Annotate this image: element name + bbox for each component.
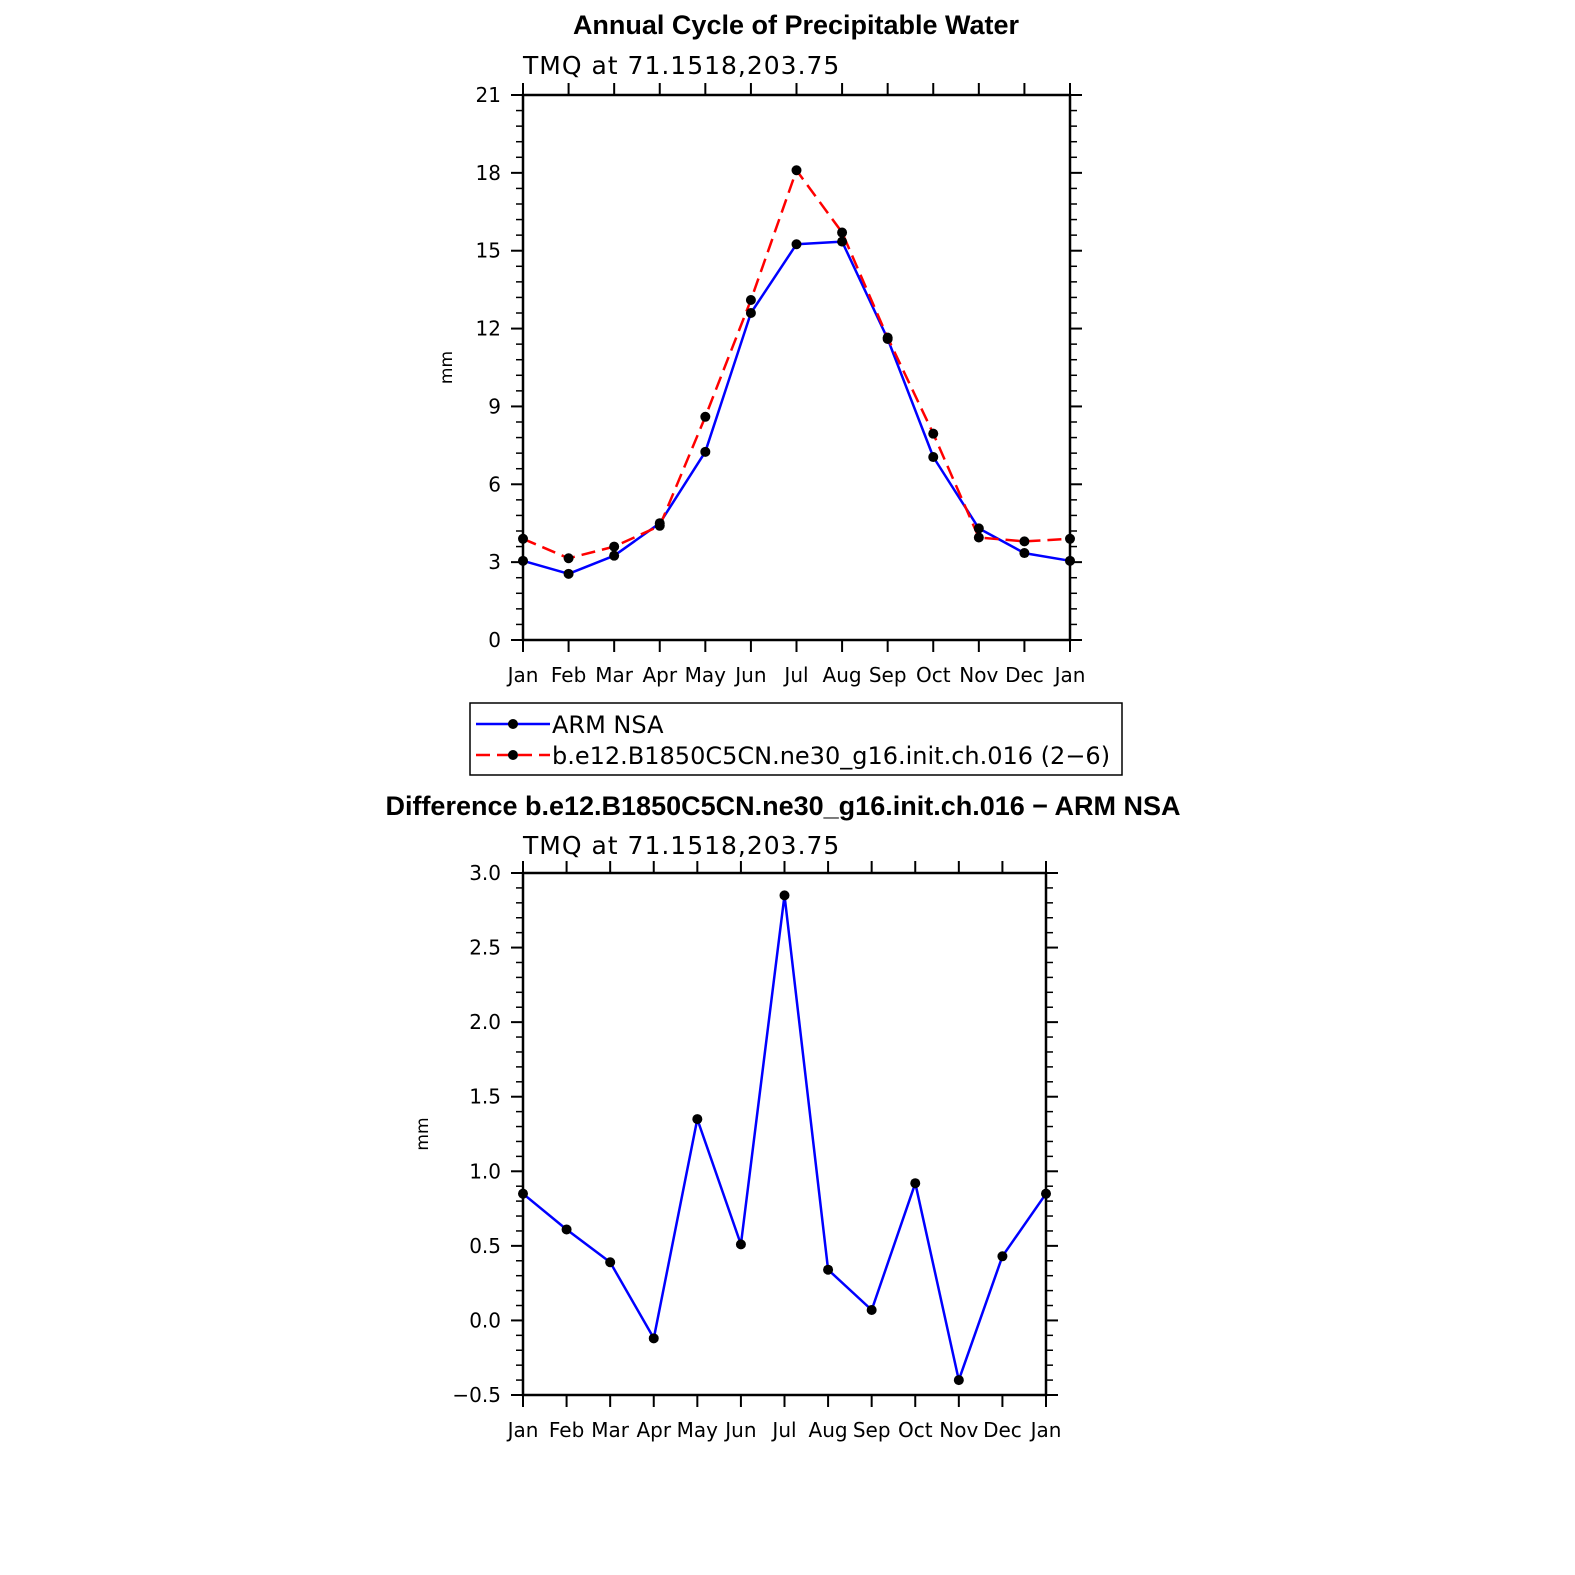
data-point — [1041, 1188, 1051, 1199]
data-point — [779, 890, 790, 901]
y-tick-label: 1.0 — [469, 1159, 501, 1183]
x-tick-label: Mar — [591, 1418, 630, 1442]
y-tick-label: 15 — [476, 239, 501, 263]
data-point — [605, 1257, 616, 1268]
data-point — [561, 1224, 572, 1235]
y-tick-label: 3 — [488, 550, 501, 574]
data-point — [563, 568, 574, 579]
x-tick-label: Jan — [506, 1418, 539, 1442]
data-point — [1065, 555, 1075, 566]
y-tick-label: 12 — [476, 317, 501, 341]
data-point — [997, 1251, 1008, 1262]
data-point — [910, 1178, 921, 1189]
legend-entry: b.e12.B1850C5CN.ne30_g16.init.ch.016 (2−… — [552, 742, 1110, 770]
x-tick-label: Dec — [983, 1418, 1022, 1442]
y-tick-label: 2.0 — [469, 1010, 501, 1034]
x-tick-label: Nov — [959, 663, 998, 687]
y-axis-label: mm — [413, 1117, 433, 1150]
data-point — [518, 533, 528, 544]
chart-title: Annual Cycle of Precipitable Water — [573, 10, 1020, 40]
legend-swatch-marker — [508, 719, 518, 729]
data-point — [1019, 536, 1030, 547]
chart-title: Difference b.e12.B1850C5CN.ne30_g16.init… — [385, 791, 1180, 821]
x-tick-label: Oct — [916, 663, 951, 687]
x-tick-label: Jul — [782, 663, 808, 687]
x-tick-label: Apr — [642, 663, 677, 687]
x-tick-label: Jun — [723, 1418, 756, 1442]
data-point — [866, 1304, 877, 1315]
y-tick-label: −0.5 — [452, 1383, 501, 1407]
legend-swatch-marker — [508, 750, 518, 760]
y-tick-label: 0.5 — [469, 1234, 501, 1258]
data-point — [837, 236, 848, 247]
x-tick-label: Mar — [595, 663, 634, 687]
x-tick-label: Feb — [551, 663, 586, 687]
legend-box — [469, 702, 1123, 776]
plot-frame — [521, 871, 1048, 1397]
y-tick-label: 1.5 — [469, 1085, 501, 1109]
data-point — [518, 1188, 528, 1199]
x-tick-label: May — [677, 1418, 719, 1442]
x-tick-label: May — [685, 663, 727, 687]
data-point — [928, 452, 939, 463]
data-point — [837, 227, 848, 238]
chart-subtitle: TMQ at 71.1518,203.75 — [522, 831, 840, 860]
data-point — [791, 239, 802, 250]
x-tick-label: Feb — [549, 1418, 584, 1442]
x-tick-label: Aug — [809, 1418, 848, 1442]
x-tick-label: Apr — [636, 1418, 671, 1442]
x-tick-label: Aug — [823, 663, 862, 687]
data-point — [700, 446, 711, 457]
x-tick-label: Sep — [869, 663, 907, 687]
data-point — [654, 520, 665, 531]
data-point — [928, 428, 939, 439]
y-tick-label: 2.5 — [469, 936, 501, 960]
data-point — [735, 1239, 746, 1250]
data-point — [563, 553, 574, 564]
x-tick-label: Oct — [898, 1418, 933, 1442]
y-tick-label: 21 — [476, 83, 501, 107]
data-point — [745, 308, 756, 318]
data-point — [1065, 533, 1075, 544]
data-point — [518, 555, 528, 566]
data-point — [700, 411, 711, 422]
y-tick-label: 0.0 — [469, 1308, 501, 1332]
data-point — [953, 1375, 964, 1386]
data-point — [882, 332, 893, 343]
x-tick-label: Sep — [853, 1418, 891, 1442]
annual-cycle-chart: Annual Cycle of Precipitable Water TMQ at… — [437, 10, 1085, 687]
series-line-1 — [522, 169, 1071, 560]
series-line-0 — [522, 240, 1071, 576]
data-point — [973, 532, 984, 543]
y-axis-label: mm — [437, 351, 457, 384]
y-tick-label: 6 — [488, 472, 501, 496]
legend: ARM NSA b.e12.B1850C5CN.ne30_g16.init.ch.… — [469, 702, 1123, 776]
y-tick-label: 3.0 — [469, 861, 501, 885]
data-point — [745, 295, 756, 306]
x-tick-label: Jan — [506, 663, 539, 687]
x-tick-label: Jul — [770, 1418, 796, 1442]
difference-chart: Difference b.e12.B1850C5CN.ne30_g16.init… — [385, 791, 1180, 1442]
data-point — [609, 541, 620, 552]
chart-subtitle: TMQ at 71.1518,203.75 — [522, 51, 840, 80]
data-point — [692, 1114, 703, 1125]
x-tick-label: Dec — [1005, 663, 1044, 687]
x-tick-label: Nov — [939, 1418, 978, 1442]
data-point — [823, 1264, 834, 1275]
y-tick-label: 9 — [488, 394, 501, 418]
x-tick-label: Jan — [1053, 663, 1086, 687]
data-point — [609, 550, 620, 561]
x-tick-label: Jan — [1029, 1418, 1062, 1442]
data-point — [973, 523, 984, 534]
data-point — [1019, 548, 1030, 559]
data-point — [791, 165, 802, 176]
y-tick-label: 18 — [476, 161, 501, 185]
x-tick-label: Jun — [733, 663, 766, 687]
y-tick-label: 0 — [488, 628, 501, 652]
data-point — [648, 1333, 659, 1344]
series-line-0 — [522, 894, 1048, 1382]
legend-entry: ARM NSA — [552, 711, 664, 739]
